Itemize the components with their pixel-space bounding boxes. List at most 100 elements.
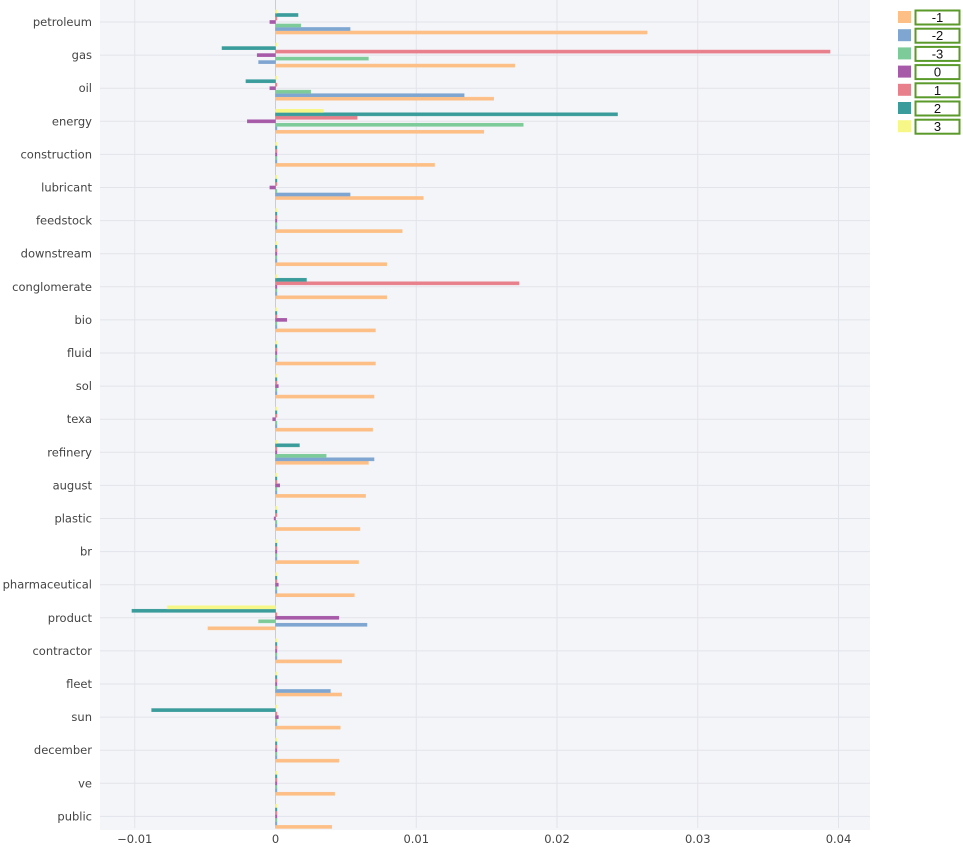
bar-public-series--2[interactable]: [275, 821, 278, 826]
legend-item-3[interactable]: 3: [898, 118, 961, 135]
bar-fluid-series--1[interactable]: [275, 361, 376, 366]
bar-lubricant-series--3[interactable]: [275, 189, 278, 193]
bar-december-series-2[interactable]: [275, 741, 278, 746]
bar-pharmaceutical-series--2[interactable]: [275, 589, 278, 594]
bar-december-series--1[interactable]: [275, 758, 340, 763]
bar-construction-series-3[interactable]: [275, 142, 278, 146]
bar-contractor-series-0[interactable]: [275, 649, 278, 653]
bar-oil-series-3[interactable]: [275, 75, 278, 80]
bar-contractor-series--2[interactable]: [275, 656, 278, 660]
bar-bio-series-0[interactable]: [275, 318, 288, 322]
bar-sun-series--3[interactable]: [275, 718, 278, 723]
bar-oil-series-1[interactable]: [275, 82, 278, 87]
bar-construction-series-1[interactable]: [275, 149, 278, 153]
bar-ve-series-2[interactable]: [275, 774, 278, 779]
bar-br-series-0[interactable]: [275, 549, 278, 554]
bar-ve-series-1[interactable]: [275, 777, 278, 782]
bar-august-series--3[interactable]: [275, 487, 278, 491]
bar-refinery-series-2[interactable]: [275, 443, 300, 448]
bar-contractor-series--1[interactable]: [275, 659, 342, 664]
bar-bio-series-2[interactable]: [275, 311, 278, 315]
bar-feedstock-series--2[interactable]: [275, 225, 278, 230]
bar-fluid-series-2[interactable]: [275, 344, 278, 348]
bar-construction-series-0[interactable]: [275, 152, 278, 157]
bar-sol-series--1[interactable]: [275, 394, 375, 399]
bar-feedstock-series-1[interactable]: [275, 215, 278, 219]
bar-oil-series--3[interactable]: [275, 89, 311, 94]
bar-gas-series--3[interactable]: [275, 56, 369, 61]
bar-refinery-series-0[interactable]: [275, 450, 278, 455]
bar-sol-series--3[interactable]: [275, 387, 278, 392]
bar-ve-series--1[interactable]: [275, 791, 335, 796]
bar-sun-series-0[interactable]: [275, 715, 279, 719]
bar-ve-series-0[interactable]: [275, 781, 278, 786]
bar-downstream-series--1[interactable]: [275, 262, 387, 267]
bar-fleet-series-0[interactable]: [275, 682, 278, 686]
bar-public-series-3[interactable]: [275, 804, 278, 808]
bar-texa-series--2[interactable]: [275, 424, 278, 429]
bar-texa-series-3[interactable]: [275, 406, 278, 411]
bar-fluid-series-3[interactable]: [275, 340, 278, 345]
bar-texa-series--1[interactable]: [275, 427, 373, 432]
bar-contractor-series--3[interactable]: [275, 652, 278, 657]
bar-august-series-0[interactable]: [275, 483, 281, 488]
bar-public-series--1[interactable]: [275, 825, 333, 829]
bar-august-series-3[interactable]: [275, 473, 278, 477]
bar-downstream-series-1[interactable]: [275, 248, 278, 253]
bar-plastic-series-2[interactable]: [275, 509, 278, 514]
bar-gas-series--2[interactable]: [258, 60, 276, 64]
bar-plastic-series--1[interactable]: [275, 527, 361, 531]
bar-product-series-1[interactable]: [275, 612, 278, 617]
bar-conglomerate-series-2[interactable]: [275, 277, 307, 282]
bar-product-series--1[interactable]: [207, 626, 276, 631]
bar-conglomerate-series-3[interactable]: [275, 274, 278, 279]
bar-fluid-series-1[interactable]: [275, 347, 278, 352]
bar-public-series-0[interactable]: [275, 814, 278, 819]
bar-construction-series--2[interactable]: [275, 159, 278, 164]
bar-december-series-1[interactable]: [275, 744, 278, 749]
bar-product-series-2[interactable]: [131, 608, 276, 613]
bar-feedstock-series--1[interactable]: [275, 229, 403, 233]
bar-br-series--2[interactable]: [275, 556, 278, 561]
bar-plastic-series--2[interactable]: [275, 523, 278, 528]
bar-plastic-series-1[interactable]: [275, 513, 278, 517]
bar-contractor-series-3[interactable]: [275, 638, 278, 643]
bar-sun-series-3[interactable]: [275, 704, 278, 709]
bar-oil-series-0[interactable]: [269, 86, 276, 91]
bar-br-series--1[interactable]: [275, 560, 359, 564]
bar-pharmaceutical-series-0[interactable]: [275, 582, 279, 587]
legend-item-0[interactable]: 0: [898, 64, 961, 81]
bar-product-series-0[interactable]: [275, 615, 340, 620]
bar-petroleum-series-0[interactable]: [269, 20, 276, 24]
bar-oil-series--2[interactable]: [275, 93, 465, 98]
bar-feedstock-series-3[interactable]: [275, 208, 278, 212]
bar-downstream-series-3[interactable]: [275, 241, 278, 246]
bar-construction-series-2[interactable]: [275, 145, 278, 150]
bar-sol-series-2[interactable]: [275, 377, 278, 381]
bar-gas-series-3[interactable]: [275, 42, 278, 47]
bar-december-series--3[interactable]: [275, 751, 278, 756]
bar-lubricant-series-0[interactable]: [269, 185, 276, 190]
bar-bio-series--1[interactable]: [275, 328, 376, 333]
bar-br-series--3[interactable]: [275, 553, 278, 557]
bar-public-series-1[interactable]: [275, 811, 278, 815]
bar-br-series-1[interactable]: [275, 546, 278, 550]
bar-downstream-series--3[interactable]: [275, 255, 278, 260]
bar-sun-series-1[interactable]: [275, 711, 278, 716]
bar-texa-series-0[interactable]: [272, 417, 276, 422]
bar-lubricant-series--2[interactable]: [275, 192, 351, 197]
bar-august-series--2[interactable]: [275, 490, 278, 495]
bar-texa-series-1[interactable]: [275, 413, 278, 418]
bar-pharmaceutical-series--1[interactable]: [275, 593, 355, 598]
bar-energy-series--1[interactable]: [275, 129, 485, 134]
bar-ve-series-3[interactable]: [275, 770, 278, 775]
bar-pharmaceutical-series-1[interactable]: [275, 579, 278, 584]
bar-conglomerate-series--3[interactable]: [275, 288, 278, 293]
bar-sun-series--1[interactable]: [275, 725, 341, 730]
bar-sun-series--2[interactable]: [275, 722, 278, 726]
bar-product-series--2[interactable]: [275, 622, 368, 627]
bar-fleet-series-1[interactable]: [275, 678, 278, 683]
bar-public-series-2[interactable]: [275, 807, 278, 812]
bar-br-series-2[interactable]: [275, 542, 278, 547]
bar-texa-series-2[interactable]: [275, 410, 278, 415]
